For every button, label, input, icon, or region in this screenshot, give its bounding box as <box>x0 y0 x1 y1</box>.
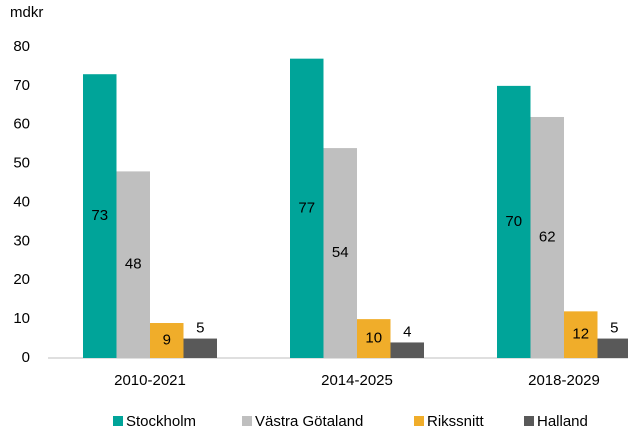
bar <box>150 323 184 358</box>
y-tick-label: 50 <box>13 155 30 172</box>
data-label: 48 <box>125 256 142 273</box>
bar <box>390 342 424 358</box>
y-tick-label: 60 <box>13 116 30 133</box>
data-label: 77 <box>298 199 315 216</box>
bar <box>116 171 150 358</box>
y-tick-label: 80 <box>13 38 30 55</box>
data-label: 4 <box>403 323 411 340</box>
x-tick-label: 2010-2021 <box>114 372 186 389</box>
data-label: 62 <box>539 228 556 245</box>
y-tick-label: 70 <box>13 77 30 94</box>
x-tick-label: 2018-2029 <box>528 372 600 389</box>
data-label: 9 <box>163 331 171 348</box>
y-tick-label: 0 <box>22 349 30 366</box>
legend-swatch <box>113 416 123 426</box>
y-tick-label: 30 <box>13 232 30 249</box>
bar <box>497 85 531 358</box>
bar <box>564 311 598 358</box>
data-label: 73 <box>91 207 108 224</box>
y-axis-label: mdkr <box>10 4 43 21</box>
bar <box>530 116 564 358</box>
x-tick-label: 2014-2025 <box>321 372 393 389</box>
data-label: 12 <box>572 326 589 343</box>
bar <box>323 148 357 358</box>
data-label: 54 <box>332 244 349 261</box>
y-tick-label: 10 <box>13 310 30 327</box>
data-label: 5 <box>610 320 618 337</box>
y-tick-label: 20 <box>13 271 30 288</box>
legend-label: Halland <box>537 413 588 430</box>
bar <box>597 338 628 358</box>
bar <box>183 338 217 358</box>
y-tick-label: 40 <box>13 193 30 210</box>
legend-swatch <box>524 416 534 426</box>
legend-label: Rikssnitt <box>427 413 485 430</box>
bar <box>83 74 117 359</box>
bar <box>290 58 324 358</box>
data-label: 5 <box>196 320 204 337</box>
data-label: 10 <box>365 330 382 347</box>
legend-label: Stockholm <box>126 413 196 430</box>
bar <box>357 319 391 358</box>
legend-swatch <box>242 416 252 426</box>
legend-swatch <box>414 416 424 426</box>
legend-label: Västra Götaland <box>255 413 363 430</box>
data-label: 70 <box>505 213 522 230</box>
